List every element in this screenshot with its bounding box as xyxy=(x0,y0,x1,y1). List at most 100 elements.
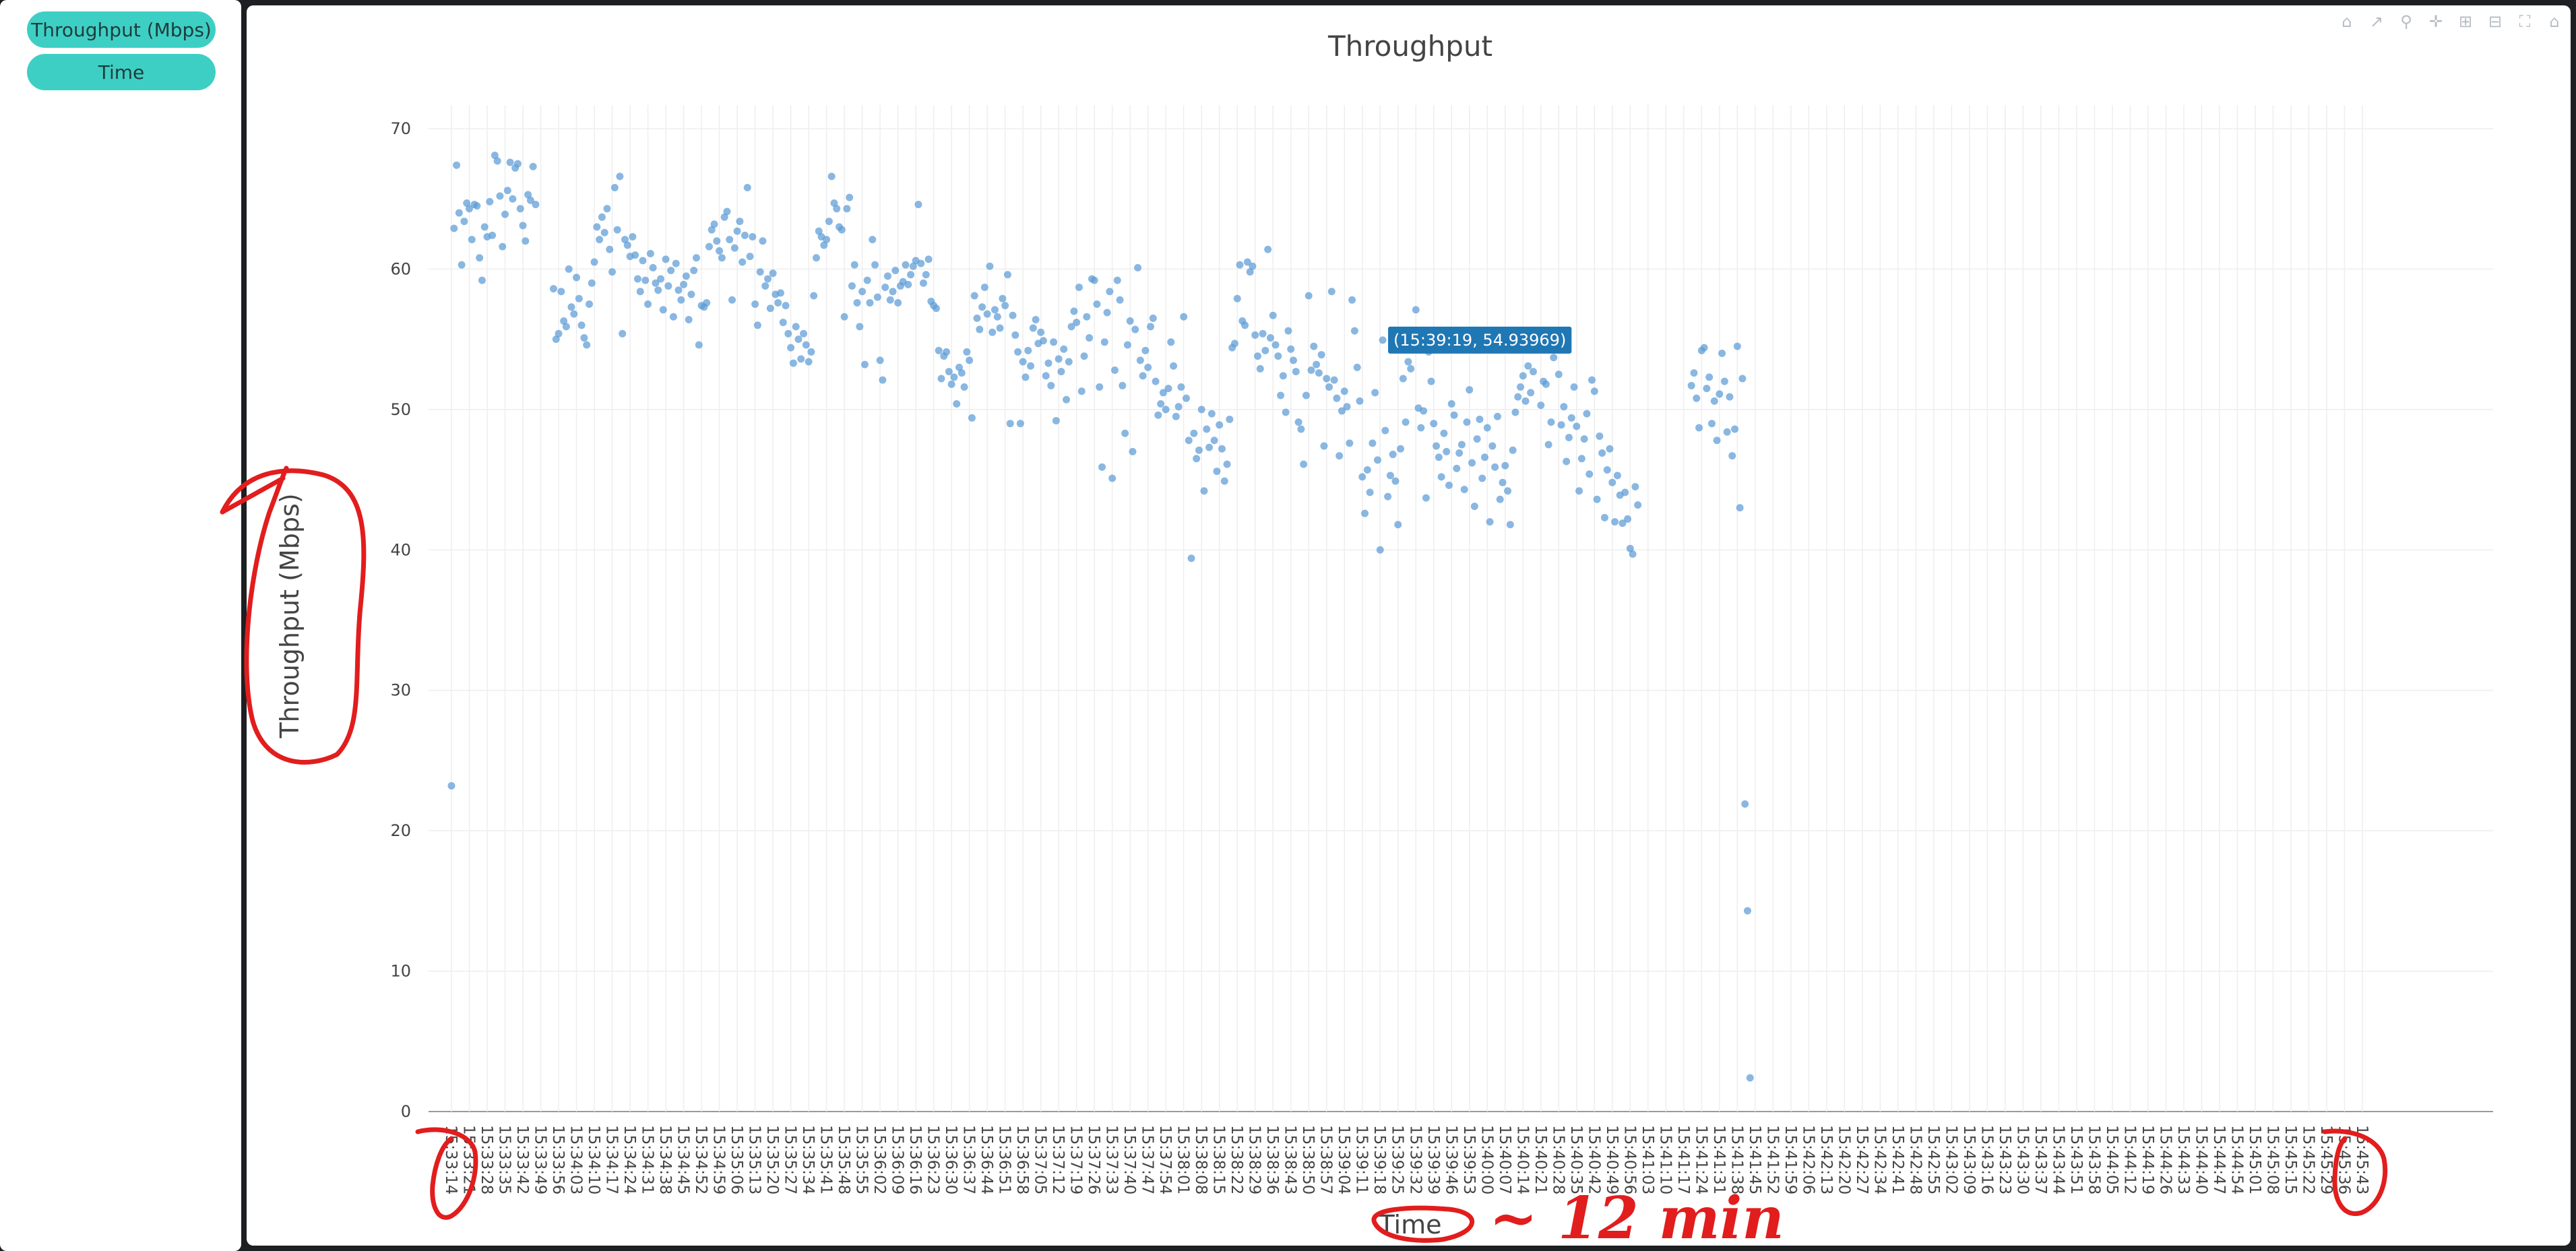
data-point[interactable] xyxy=(1557,421,1565,429)
data-point[interactable] xyxy=(766,304,774,313)
data-point[interactable] xyxy=(1687,381,1695,389)
data-point[interactable] xyxy=(1149,314,1157,322)
data-point[interactable] xyxy=(1693,394,1701,402)
data-point[interactable] xyxy=(983,310,991,318)
data-point[interactable] xyxy=(1598,449,1606,457)
data-point[interactable] xyxy=(489,231,497,239)
data-point[interactable] xyxy=(922,271,930,279)
data-point[interactable] xyxy=(1336,452,1344,460)
data-point[interactable] xyxy=(869,236,877,244)
data-point[interactable] xyxy=(575,294,583,302)
data-point[interactable] xyxy=(1493,412,1501,420)
data-point[interactable] xyxy=(1412,306,1420,314)
data-point[interactable] xyxy=(1123,341,1131,349)
data-point[interactable] xyxy=(776,289,784,297)
data-point[interactable] xyxy=(1233,294,1241,302)
data-point[interactable] xyxy=(667,267,675,275)
data-point[interactable] xyxy=(1164,385,1172,393)
data-point[interactable] xyxy=(623,241,631,249)
data-point[interactable] xyxy=(1282,408,1290,416)
data-point[interactable] xyxy=(1340,387,1348,395)
data-point[interactable] xyxy=(833,205,841,213)
data-point[interactable] xyxy=(805,358,813,366)
data-point[interactable] xyxy=(980,284,988,292)
data-point[interactable] xyxy=(687,290,695,298)
data-point[interactable] xyxy=(1110,366,1119,374)
data-point[interactable] xyxy=(1216,421,1224,429)
data-point[interactable] xyxy=(682,272,690,280)
data-point[interactable] xyxy=(723,207,731,216)
data-point[interactable] xyxy=(1483,424,1491,432)
data-point[interactable] xyxy=(1527,389,1535,397)
data-point[interactable] xyxy=(991,306,999,314)
data-point[interactable] xyxy=(491,152,499,160)
data-point[interactable] xyxy=(957,369,966,377)
data-point[interactable] xyxy=(646,250,654,258)
data-point[interactable] xyxy=(656,275,664,283)
data-point[interactable] xyxy=(458,261,466,269)
data-point[interactable] xyxy=(1100,338,1108,346)
data-point[interactable] xyxy=(1560,403,1568,411)
data-point[interactable] xyxy=(1264,245,1272,253)
data-point[interactable] xyxy=(1621,488,1629,496)
data-point[interactable] xyxy=(580,334,588,342)
data-point[interactable] xyxy=(1547,418,1555,426)
data-point[interactable] xyxy=(846,193,854,201)
data-point[interactable] xyxy=(598,213,606,221)
data-point[interactable] xyxy=(1613,472,1621,480)
data-point[interactable] xyxy=(1430,420,1438,428)
data-point[interactable] xyxy=(950,373,958,381)
data-point[interactable] xyxy=(1323,375,1331,383)
data-point[interactable] xyxy=(1716,390,1724,398)
data-point[interactable] xyxy=(902,261,910,269)
data-point[interactable] xyxy=(1509,446,1517,454)
data-point[interactable] xyxy=(716,247,724,255)
data-point[interactable] xyxy=(789,359,797,367)
data-point[interactable] xyxy=(807,348,815,356)
zoom-in-icon[interactable]: ⊞ xyxy=(2458,12,2473,31)
data-point[interactable] xyxy=(1567,414,1575,422)
data-point[interactable] xyxy=(782,302,790,310)
data-point[interactable] xyxy=(636,288,644,296)
data-point[interactable] xyxy=(1690,369,1698,377)
data-point[interactable] xyxy=(993,313,1001,321)
data-point[interactable] xyxy=(1029,324,1037,332)
data-point[interactable] xyxy=(473,202,481,210)
data-point[interactable] xyxy=(1269,311,1277,319)
data-point[interactable] xyxy=(1086,334,1094,342)
data-point[interactable] xyxy=(1457,441,1466,449)
data-point[interactable] xyxy=(720,213,728,221)
data-point[interactable] xyxy=(557,288,565,296)
data-point[interactable] xyxy=(1157,400,1165,408)
data-point[interactable] xyxy=(1177,383,1185,391)
data-point[interactable] xyxy=(1226,415,1234,423)
data-point[interactable] xyxy=(1379,336,1387,344)
data-point[interactable] xyxy=(853,298,861,307)
data-point[interactable] xyxy=(1116,296,1124,304)
data-point[interactable] xyxy=(1435,453,1443,461)
data-point[interactable] xyxy=(1230,340,1238,348)
data-point[interactable] xyxy=(858,288,867,296)
data-point[interactable] xyxy=(1174,403,1183,411)
data-point[interactable] xyxy=(843,205,851,213)
data-point[interactable] xyxy=(988,328,997,336)
data-point[interactable] xyxy=(562,323,570,331)
data-point[interactable] xyxy=(1506,521,1514,529)
data-point[interactable] xyxy=(608,268,617,276)
data-point[interactable] xyxy=(1371,389,1379,397)
data-point[interactable] xyxy=(1253,352,1261,360)
data-point[interactable] xyxy=(873,293,881,301)
data-point[interactable] xyxy=(1583,410,1591,418)
data-point[interactable] xyxy=(1290,356,1298,364)
data-point[interactable] xyxy=(610,184,619,192)
data-point[interactable] xyxy=(1259,329,1267,338)
data-point[interactable] xyxy=(860,360,869,368)
data-point[interactable] xyxy=(1634,501,1642,509)
spike-icon[interactable]: ↗ xyxy=(2369,12,2384,31)
zoom-out-icon[interactable]: ⊟ xyxy=(2488,12,2503,31)
data-point[interactable] xyxy=(1710,397,1718,405)
data-point[interactable] xyxy=(1047,381,1055,389)
data-point[interactable] xyxy=(1190,429,1198,437)
data-point[interactable] xyxy=(1195,446,1203,454)
data-point[interactable] xyxy=(736,218,744,226)
